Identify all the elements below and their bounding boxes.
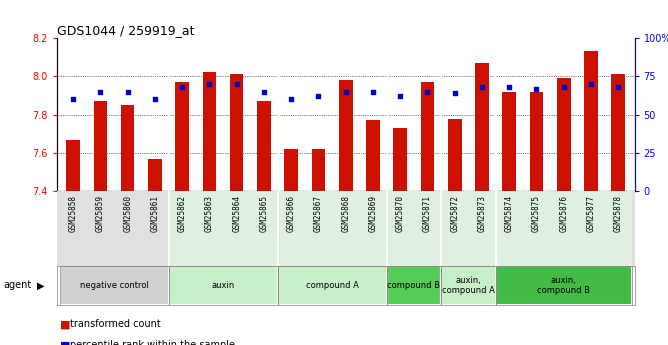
Bar [393,128,407,191]
Text: GSM25876: GSM25876 [559,195,568,232]
Point [122,89,133,95]
Bar [475,63,489,191]
Text: GSM25865: GSM25865 [259,195,269,232]
Text: auxin,
compound B: auxin, compound B [537,276,591,295]
Bar [59,266,168,305]
Bar [441,191,496,266]
Bar [441,266,496,305]
Bar [168,191,277,266]
Bar [230,75,243,191]
Text: GSM25859: GSM25859 [96,195,105,232]
Text: auxin,
compound A: auxin, compound A [442,276,495,295]
Bar [175,82,189,191]
Bar [530,92,543,191]
Text: negative control: negative control [79,281,148,290]
Bar [448,119,462,191]
Point [67,97,78,102]
Point [450,90,460,96]
Text: GSM25861: GSM25861 [150,195,160,232]
Point [231,81,242,87]
Text: GSM25877: GSM25877 [587,195,595,232]
Point [204,81,214,87]
Point [477,84,488,90]
Text: ■: ■ [60,340,71,345]
Bar [277,191,387,266]
Text: GSM25868: GSM25868 [341,195,350,232]
Text: GSM25869: GSM25869 [369,195,377,232]
Bar [277,266,387,305]
Bar [387,191,441,266]
Point [367,89,378,95]
Point [504,84,514,90]
Point [150,97,160,102]
Bar [168,266,277,305]
Text: GDS1044 / 259919_at: GDS1044 / 259919_at [57,24,194,37]
Text: transformed count: transformed count [70,319,161,329]
Bar [257,101,271,191]
Point [422,89,433,95]
Bar [387,266,441,305]
Bar [66,140,80,191]
Text: GSM25872: GSM25872 [450,195,459,232]
Text: GSM25873: GSM25873 [478,195,486,232]
Text: GSM25867: GSM25867 [314,195,323,232]
Text: GSM25866: GSM25866 [287,195,296,232]
Text: GSM25862: GSM25862 [178,195,186,232]
Bar [557,78,570,191]
Point [395,93,405,99]
Bar [94,101,107,191]
Text: GSM25863: GSM25863 [205,195,214,232]
Bar [496,191,632,266]
Text: auxin: auxin [211,281,234,290]
Bar [311,149,325,191]
Text: agent: agent [3,280,31,290]
Text: GSM25878: GSM25878 [614,195,623,232]
Point [613,84,624,90]
Bar [502,92,516,191]
Text: ▶: ▶ [37,280,44,290]
Point [259,89,269,95]
Point [558,84,569,90]
Point [177,84,188,90]
Text: ■: ■ [60,319,71,329]
Bar [59,191,168,266]
Bar [366,120,380,191]
Text: compound A: compound A [306,281,359,290]
Point [286,97,297,102]
Bar [611,75,625,191]
Bar [121,105,134,191]
Point [313,93,324,99]
Text: GSM25874: GSM25874 [505,195,514,232]
Text: percentile rank within the sample: percentile rank within the sample [70,340,235,345]
Point [586,81,597,87]
Point [341,89,351,95]
Bar [584,51,598,191]
Point [95,89,106,95]
Text: compound B: compound B [387,281,440,290]
Bar [148,159,162,191]
Bar [496,266,632,305]
Text: GSM25871: GSM25871 [423,195,432,232]
Text: GSM25875: GSM25875 [532,195,541,232]
Bar [202,72,216,191]
Bar [339,80,353,191]
Bar [285,149,298,191]
Text: GSM25860: GSM25860 [123,195,132,232]
Point [531,86,542,91]
Bar [421,82,434,191]
Text: GSM25870: GSM25870 [395,195,405,232]
Text: GSM25864: GSM25864 [232,195,241,232]
Text: GSM25858: GSM25858 [69,195,77,232]
